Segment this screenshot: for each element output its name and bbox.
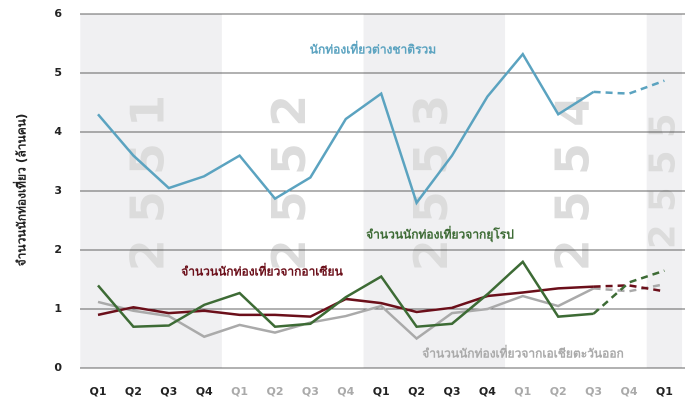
x-tick-label: Q4 bbox=[479, 385, 496, 398]
x-tick-label: Q2 bbox=[550, 385, 567, 398]
forecast-line bbox=[592, 269, 665, 315]
x-tick-label: Q1 bbox=[656, 385, 673, 398]
series-label: จำนวนนักท่องเที่ยวจากอาเซียน bbox=[181, 263, 343, 279]
x-tick-label: Q3 bbox=[443, 385, 460, 398]
series-line bbox=[97, 285, 594, 318]
y-tick-label: 4 bbox=[54, 125, 62, 138]
x-tick-label: Q1 bbox=[373, 385, 390, 398]
y-tick-label: 2 bbox=[54, 243, 62, 256]
forecast-line bbox=[593, 79, 665, 95]
series-label: จำนวนนักท่องเที่ยวจากเอเชียตะวันออก bbox=[422, 345, 624, 361]
x-tick-label: Q2 bbox=[408, 385, 425, 398]
series-line bbox=[97, 287, 595, 341]
x-tick-label: Q2 bbox=[266, 385, 283, 398]
x-tick-label: Q1 bbox=[231, 385, 248, 398]
x-tick-label: Q4 bbox=[196, 385, 213, 398]
x-tick-label: Q3 bbox=[160, 385, 177, 398]
series-line bbox=[97, 259, 594, 329]
period-label: 2552 bbox=[262, 79, 316, 271]
period-label: 2553 bbox=[404, 79, 458, 271]
period-label: 2551 bbox=[121, 79, 175, 271]
period-label: 2555 bbox=[642, 101, 683, 249]
x-tick-label: Q4 bbox=[337, 385, 354, 398]
x-tick-label: Q3 bbox=[585, 385, 602, 398]
x-tick-label: Q1 bbox=[514, 385, 531, 398]
y-tick-label: 6 bbox=[54, 7, 62, 20]
series-label: จำนวนนักท่องเที่ยวจากยุโรป bbox=[366, 226, 514, 243]
period-label: 2554 bbox=[545, 79, 599, 271]
y-tick-label: 5 bbox=[54, 66, 62, 79]
y-tick-label: 0 bbox=[54, 361, 62, 374]
y-tick-label: 1 bbox=[54, 302, 62, 315]
series-label: นักท่องเที่ยวต่างชาติรวม bbox=[310, 41, 436, 57]
x-tick-label: Q3 bbox=[302, 385, 319, 398]
x-tick-label: Q1 bbox=[89, 385, 106, 398]
x-tick-label: Q4 bbox=[620, 385, 637, 398]
series-line bbox=[97, 51, 595, 206]
y-tick-label: 3 bbox=[54, 184, 62, 197]
x-tick-label: Q2 bbox=[125, 385, 142, 398]
y-axis-label: จำนวนนักท่องเที่ยว (ล้านคน) bbox=[13, 114, 29, 267]
